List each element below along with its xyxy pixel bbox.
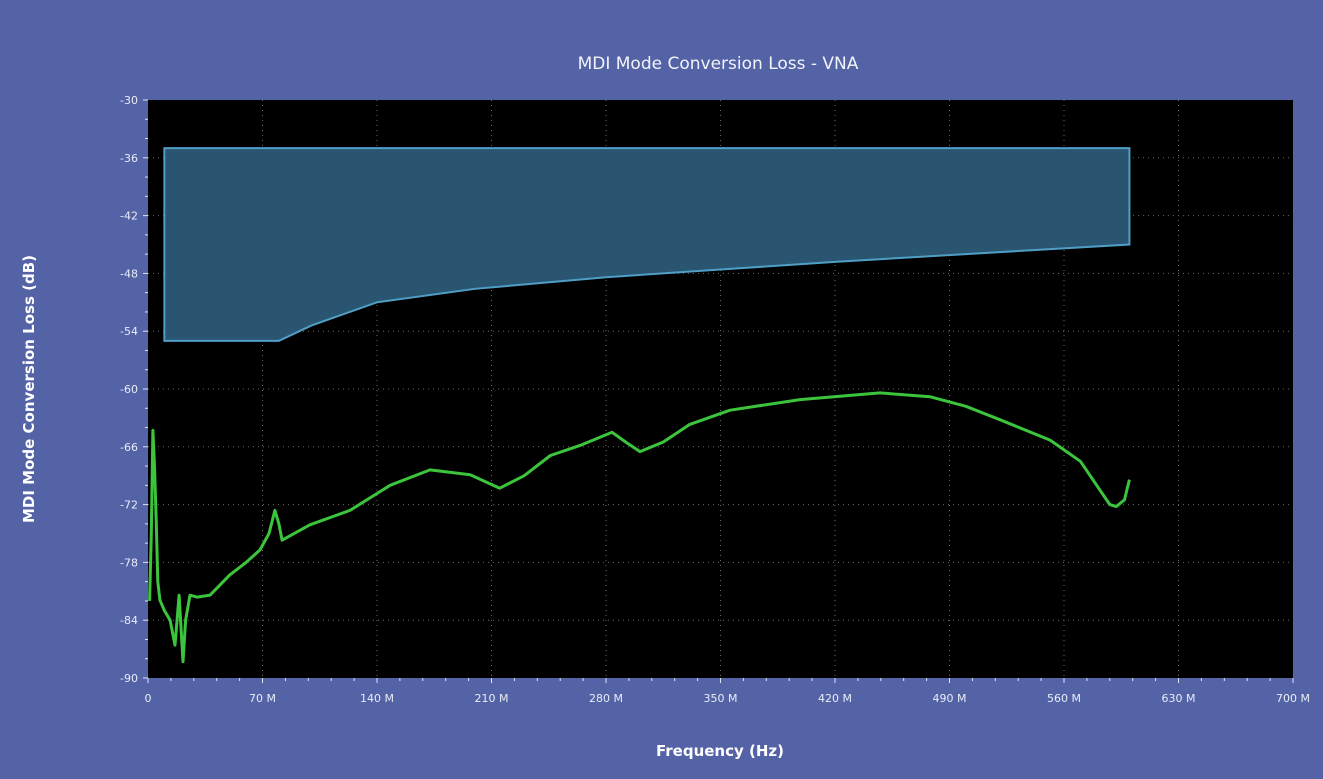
y-tick-label: -72 [120, 499, 138, 512]
y-tick-label: -78 [120, 556, 138, 569]
x-tick-label: 630 M [1162, 692, 1196, 705]
y-tick-label: -36 [120, 152, 138, 165]
chart-title: MDI Mode Conversion Loss - VNA [578, 54, 859, 74]
y-tick-label: -30 [120, 94, 138, 107]
y-axis-label: MDI Mode Conversion Loss (dB) [20, 255, 38, 523]
limit-mask [163, 147, 1131, 342]
series-group [148, 391, 1131, 664]
series-line [148, 391, 1131, 664]
limit-mask-region [163, 147, 1131, 342]
x-tick-label: 210 M [475, 692, 509, 705]
y-tick-label: -66 [120, 441, 138, 454]
x-tick-label: 350 M [704, 692, 738, 705]
x-tick-label: 280 M [589, 692, 623, 705]
y-tick-label: -84 [120, 614, 138, 627]
x-tick-label: 140 M [360, 692, 394, 705]
y-tick-label: -42 [120, 210, 138, 223]
axes: 0 70 M 140 M 210 M 280 M 350 M 420 M 490 M 560 M… [120, 94, 1310, 705]
x-tick-label: 420 M [818, 692, 852, 705]
y-tick-label: -54 [120, 325, 138, 338]
x-tick-label: 490 M [933, 692, 967, 705]
x-tick-label: 70 M [249, 692, 276, 705]
y-tick-label: -60 [120, 383, 138, 396]
x-axis-label: Frequency (Hz) [656, 742, 784, 760]
y-tick-label: -90 [120, 672, 138, 685]
x-tick-label: 0 [145, 692, 152, 705]
y-tick-label: -48 [120, 267, 138, 280]
x-tick-label: 700 M [1276, 692, 1310, 705]
x-tick-label: 560 M [1047, 692, 1081, 705]
